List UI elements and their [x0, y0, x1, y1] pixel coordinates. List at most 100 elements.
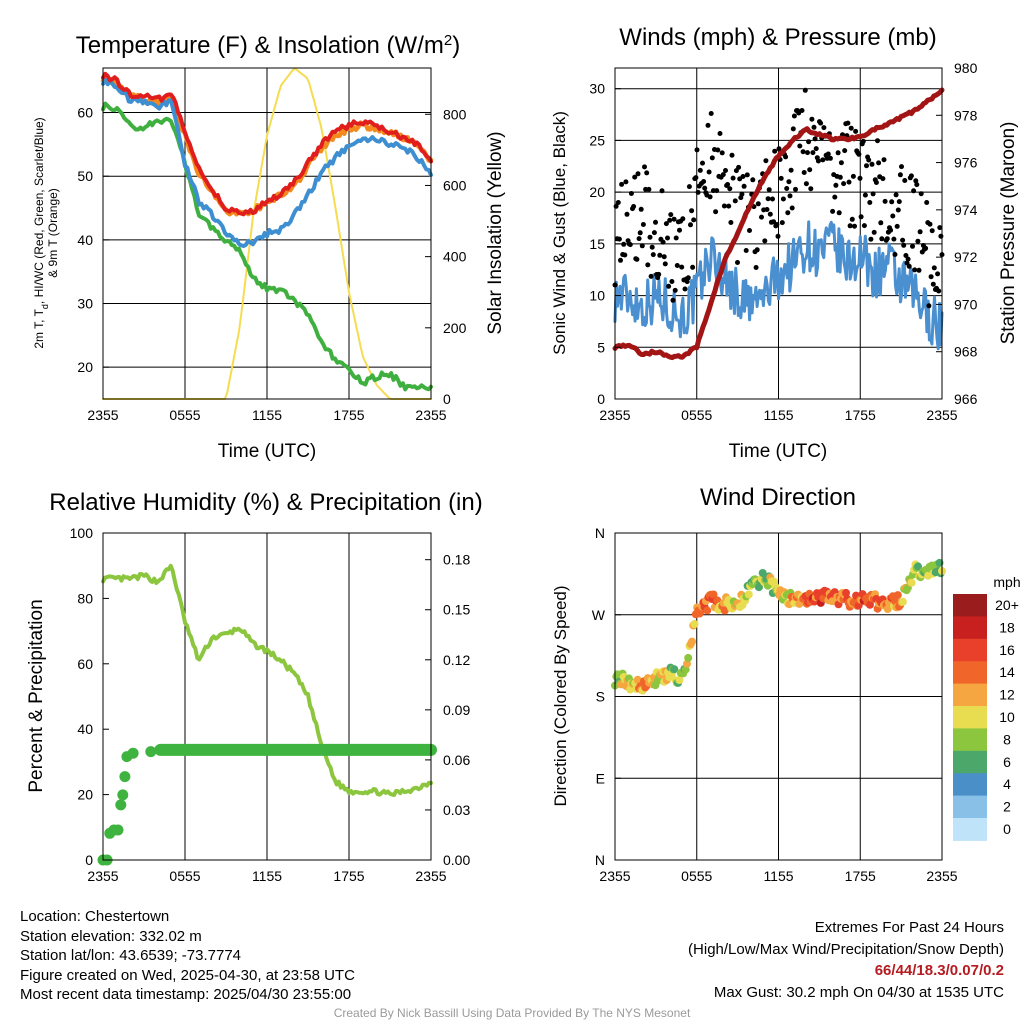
- gust-point: [621, 241, 627, 247]
- gust-point: [622, 252, 628, 258]
- gust-point: [729, 152, 735, 158]
- rh-grid: [184, 533, 350, 860]
- y-tick-label: 0: [597, 391, 605, 407]
- x-tick-label: 1755: [845, 868, 876, 884]
- direction-point: [898, 597, 907, 606]
- gust-point: [771, 219, 777, 225]
- gust-point: [686, 184, 692, 190]
- gust-point: [896, 199, 902, 205]
- gust-point: [709, 155, 715, 161]
- temp-series: [100, 67, 434, 400]
- y-right-tick-label: 976: [954, 155, 978, 171]
- gust-point: [775, 233, 781, 239]
- gust-point: [868, 236, 874, 242]
- gust-point: [618, 257, 623, 263]
- legend-swatch: [953, 683, 987, 707]
- x-tick-label: 0555: [169, 407, 200, 423]
- x-tick-label: 1155: [763, 407, 793, 423]
- direction-point: [633, 675, 642, 684]
- gust-point: [873, 180, 879, 185]
- gust-point: [701, 179, 707, 184]
- gust-point: [764, 207, 770, 212]
- gust-point: [788, 167, 794, 173]
- x-tick-label: 1755: [333, 868, 364, 884]
- gust-point: [912, 267, 918, 273]
- legend-label: 12: [999, 687, 1015, 703]
- gust-point: [805, 150, 810, 156]
- gust-point: [685, 275, 691, 281]
- gust-point: [743, 248, 749, 253]
- gust-point: [759, 214, 764, 220]
- gust-point: [765, 196, 771, 202]
- gust-point: [827, 155, 833, 161]
- gust-point: [747, 228, 752, 233]
- gust-point: [927, 221, 933, 227]
- gust-point: [860, 138, 866, 144]
- gust-point: [911, 188, 917, 194]
- gust-point: [766, 187, 772, 193]
- rh-ticks: 2355 0555 1155 1755 23550204060801000.000.03…: [70, 525, 471, 884]
- gust-point: [662, 261, 668, 267]
- y-tick-label: 30: [589, 81, 605, 97]
- gust-point: [902, 178, 908, 183]
- gust-point: [753, 265, 759, 270]
- legend-label: 8: [1003, 731, 1011, 747]
- gust-point: [833, 182, 839, 188]
- y-tick-label: S: [596, 689, 605, 705]
- gust-point: [810, 150, 816, 156]
- gust-point: [905, 256, 911, 262]
- gust-point: [680, 216, 686, 222]
- gust-point: [697, 167, 703, 173]
- x-tick-label: 0555: [681, 868, 712, 884]
- legend-label: 20+: [995, 597, 1019, 613]
- gust-point: [866, 157, 872, 163]
- gust-point: [750, 177, 756, 183]
- gust-point: [802, 87, 808, 93]
- gust-point: [670, 297, 676, 303]
- y-tick-label: 80: [77, 590, 93, 606]
- gust-point: [700, 160, 705, 166]
- legend-label: 14: [999, 664, 1015, 680]
- gust-point: [706, 169, 712, 175]
- gust-point: [642, 164, 647, 170]
- y-right-tick-label: 0.00: [443, 852, 470, 868]
- gust-point: [776, 146, 782, 152]
- station-info: Location: Chestertown Station elevation:…: [20, 907, 355, 1005]
- x-tick-label: 2355: [415, 868, 446, 884]
- temp-series-td: [101, 101, 433, 392]
- gust-point: [893, 192, 899, 198]
- gust-point: [875, 138, 880, 144]
- gust-point: [667, 217, 673, 223]
- x-tick-label: 1155: [252, 407, 282, 423]
- precip-point: [145, 746, 157, 758]
- gust-point: [671, 216, 677, 222]
- gust-point: [895, 207, 901, 213]
- latlon-text: Station lat/lon: 43.6539; -73.7774: [20, 947, 242, 964]
- legend-swatch: [953, 750, 987, 774]
- gust-point: [801, 170, 807, 175]
- y-right-tick-label: 0.15: [443, 602, 470, 618]
- gust-point: [648, 273, 654, 279]
- gust-point: [910, 243, 915, 249]
- gust-point: [778, 175, 784, 181]
- y-tick-label: E: [596, 770, 605, 786]
- y-tick-label: 20: [77, 787, 93, 803]
- precip-point: [119, 771, 131, 783]
- gust-point: [636, 236, 642, 242]
- gust-point: [846, 179, 852, 185]
- gust-point: [818, 120, 824, 126]
- gust-point: [726, 203, 732, 209]
- x-tick-label: 1755: [845, 407, 876, 423]
- dir-ylabel-left: Direction (Colored By Speed): [551, 585, 570, 806]
- gust-point: [931, 265, 937, 271]
- wind-plot-frame: [614, 67, 943, 400]
- gust-point: [876, 160, 882, 166]
- gust-point: [665, 235, 670, 241]
- gust-point: [723, 168, 728, 173]
- gust-point: [867, 200, 873, 205]
- gust-point: [631, 204, 637, 209]
- direction-point: [842, 588, 850, 597]
- gust-point: [862, 192, 868, 198]
- legend-swatch: [953, 616, 987, 640]
- y-tick-label: 60: [77, 105, 93, 121]
